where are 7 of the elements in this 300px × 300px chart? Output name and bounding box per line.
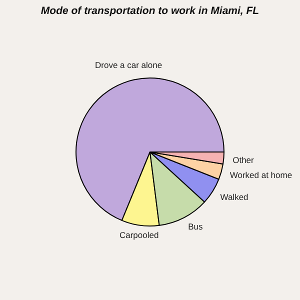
slice-label: Other — [232, 154, 254, 165]
slice-label: Walked — [220, 192, 249, 202]
chart-title: Mode of transportation to work in Miami, FL — [40, 5, 260, 17]
slice-label: Drove a car alone — [95, 60, 162, 70]
slice-label: Worked at home — [230, 170, 292, 180]
slice-label: Bus — [188, 222, 203, 232]
slice-label: Carpooled — [119, 230, 159, 240]
